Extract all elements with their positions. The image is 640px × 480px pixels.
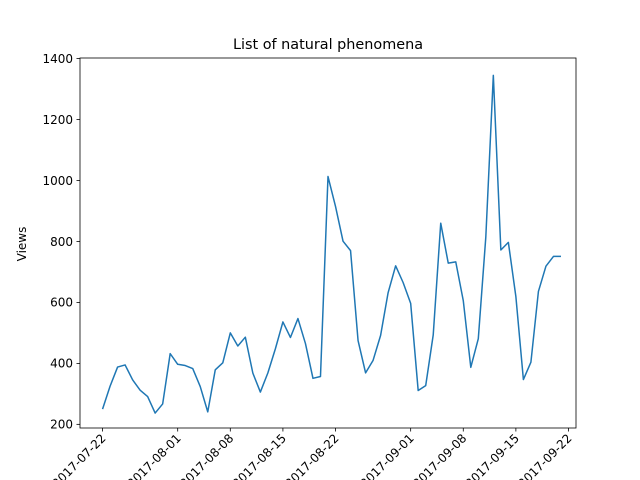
y-tick-label: 1200: [42, 113, 73, 127]
y-tick-label: 600: [50, 296, 73, 310]
series-line: [101, 74, 561, 414]
y-tick-label: 400: [50, 357, 73, 371]
y-axis-label: Views: [15, 227, 29, 262]
x-tick-label: 2017-07-22: [49, 431, 108, 480]
x-tick-label: 2017-08-15: [230, 431, 289, 480]
x-tick-label: 2017-09-08: [410, 431, 469, 480]
y-tick-label: 200: [50, 418, 73, 432]
x-tick-label: 2017-09-15: [463, 431, 522, 480]
y-tick-label: 800: [50, 235, 73, 249]
x-tick-label: 2017-08-01: [125, 431, 184, 480]
y-axis: 200 400 600 800 1000 1200 1400: [42, 52, 80, 432]
x-tick-label: 2017-08-22: [282, 431, 341, 480]
x-axis: 2017-07-22 2017-08-012017-08-082017-08-15…: [49, 428, 575, 480]
y-tick-label: 1400: [42, 52, 73, 66]
x-tick-label: 2017-09-22: [515, 431, 574, 480]
plot-frame: [79, 57, 577, 429]
x-tick-label: 2017-09-01: [358, 431, 417, 480]
y-tick-label: 1000: [42, 174, 73, 188]
x-tick-label: 2017-08-08: [177, 431, 236, 480]
chart-title: List of natural phenomena: [233, 37, 423, 53]
